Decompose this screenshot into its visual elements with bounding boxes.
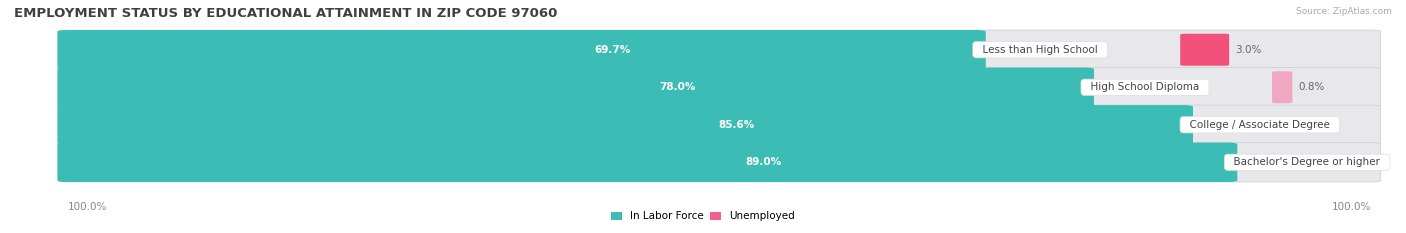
FancyBboxPatch shape bbox=[58, 30, 1381, 69]
Legend: In Labor Force, Unemployed: In Labor Force, Unemployed bbox=[607, 207, 799, 226]
Text: College / Associate Degree: College / Associate Degree bbox=[1184, 120, 1337, 130]
Text: 85.6%: 85.6% bbox=[718, 120, 755, 130]
Text: 100.0%: 100.0% bbox=[1331, 202, 1371, 212]
Text: 78.0%: 78.0% bbox=[659, 82, 696, 92]
FancyBboxPatch shape bbox=[1272, 71, 1292, 103]
Text: 0.8%: 0.8% bbox=[1299, 82, 1324, 92]
Text: 100.0%: 100.0% bbox=[67, 202, 107, 212]
FancyBboxPatch shape bbox=[58, 68, 1381, 107]
FancyBboxPatch shape bbox=[58, 68, 1094, 107]
FancyBboxPatch shape bbox=[58, 143, 1381, 182]
Text: 69.7%: 69.7% bbox=[595, 45, 631, 55]
Text: 89.0%: 89.0% bbox=[745, 157, 782, 167]
Text: Less than High School: Less than High School bbox=[976, 45, 1104, 55]
FancyBboxPatch shape bbox=[58, 105, 1381, 144]
Text: EMPLOYMENT STATUS BY EDUCATIONAL ATTAINMENT IN ZIP CODE 97060: EMPLOYMENT STATUS BY EDUCATIONAL ATTAINM… bbox=[14, 7, 557, 20]
FancyBboxPatch shape bbox=[58, 105, 1194, 144]
Text: Source: ZipAtlas.com: Source: ZipAtlas.com bbox=[1296, 7, 1392, 16]
Text: Bachelor's Degree or higher: Bachelor's Degree or higher bbox=[1227, 157, 1386, 167]
FancyBboxPatch shape bbox=[1180, 34, 1229, 66]
FancyBboxPatch shape bbox=[58, 143, 1237, 182]
Text: High School Diploma: High School Diploma bbox=[1084, 82, 1206, 92]
Text: 3.0%: 3.0% bbox=[1236, 45, 1261, 55]
FancyBboxPatch shape bbox=[58, 30, 986, 69]
